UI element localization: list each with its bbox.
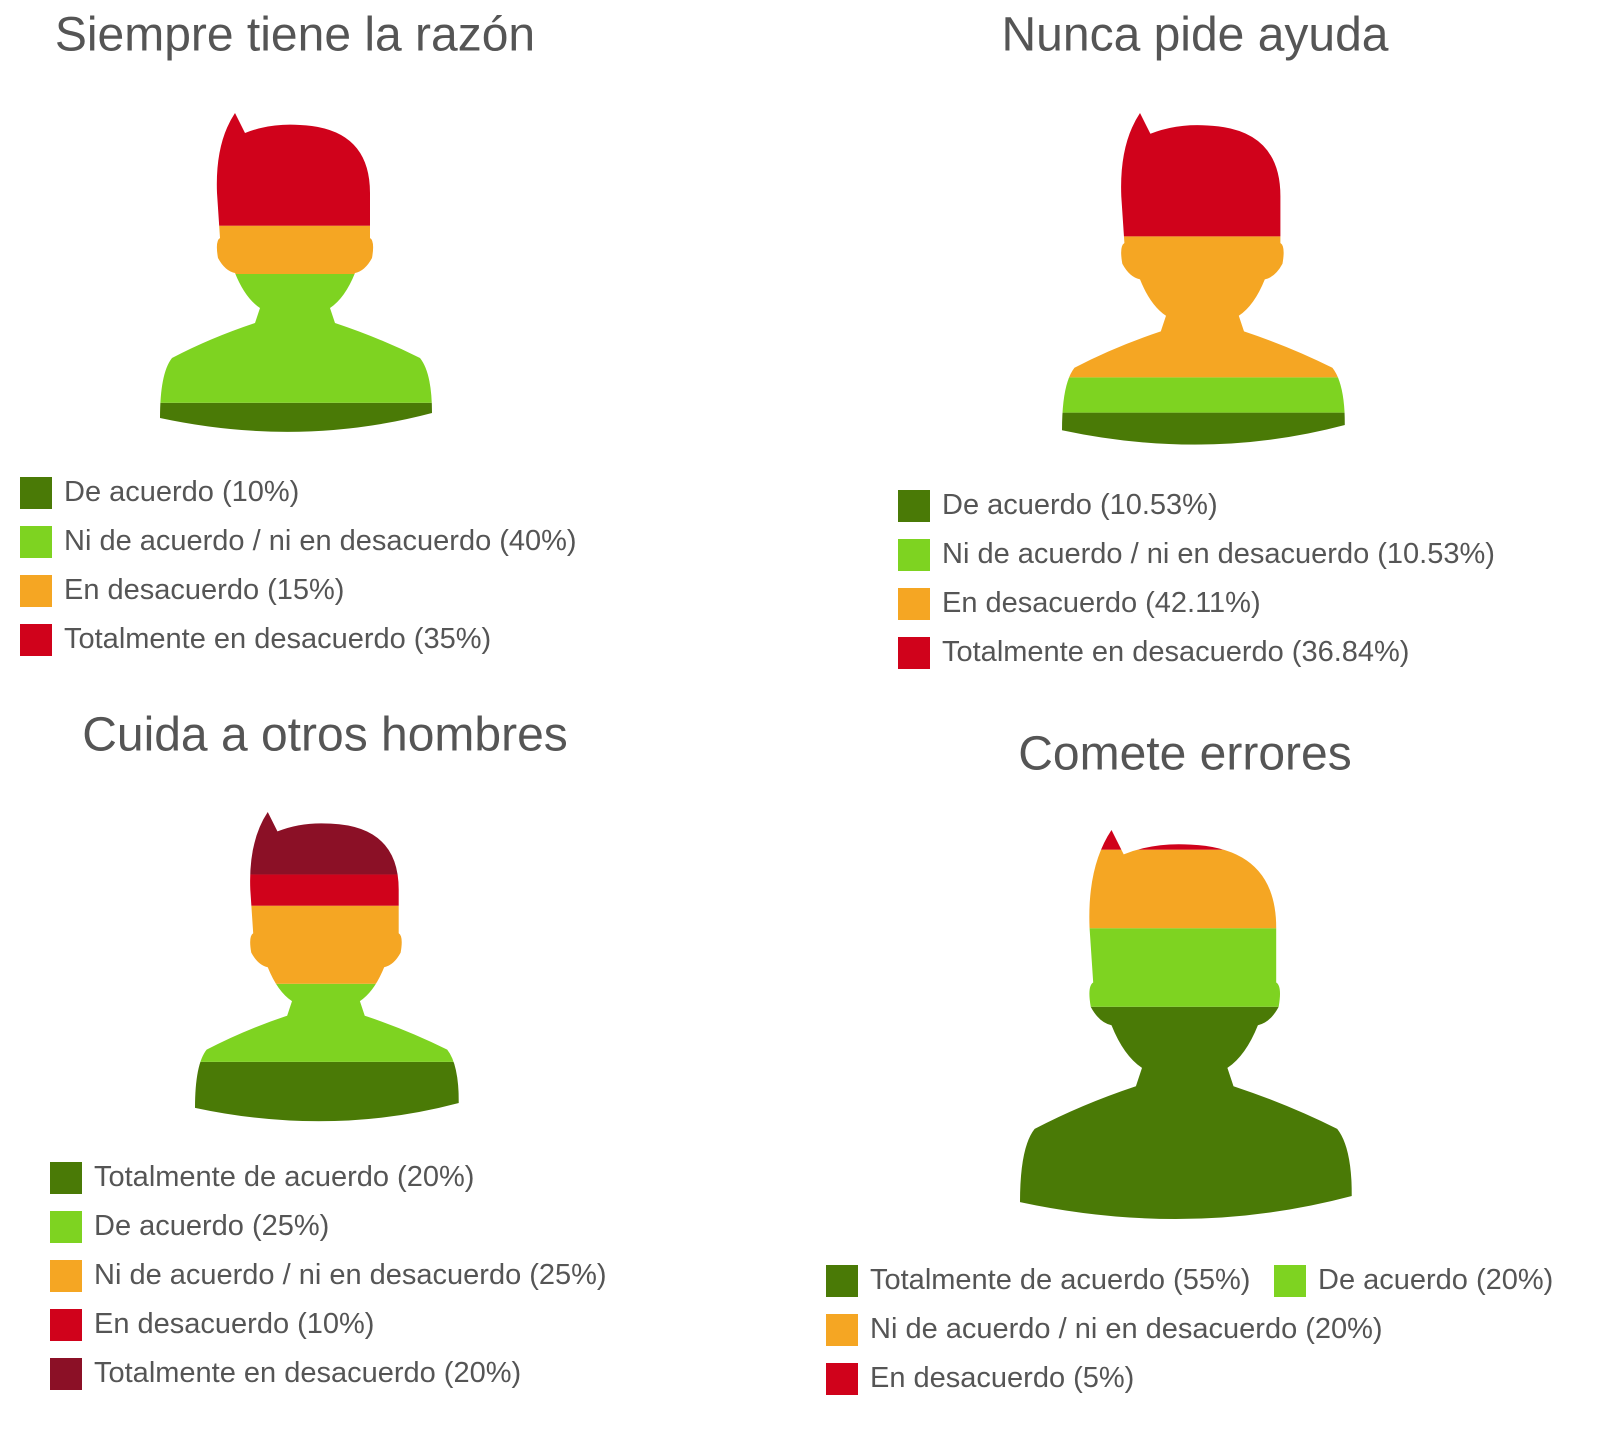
legend-category: Totalmente en desacuerdo (64, 623, 406, 655)
legend-category: De acuerdo (1318, 1264, 1468, 1296)
legend-swatch (50, 1358, 82, 1390)
segment (160, 113, 432, 226)
segment (195, 1061, 459, 1122)
legend-category: Totalmente en desacuerdo (942, 636, 1284, 668)
legend-value: (10.53%) (1100, 489, 1218, 521)
legend-category: Ni de acuerdo / ni en desacuerdo (64, 525, 491, 557)
fill-group (1020, 830, 1352, 1219)
legend-swatch (898, 490, 930, 522)
segment (1062, 236, 1345, 378)
legend-label: En desacuerdo (15%) (64, 574, 344, 606)
legend-swatch (20, 526, 52, 558)
legend-category: En desacuerdo (942, 587, 1137, 619)
legend-value: (5%) (1073, 1362, 1134, 1394)
legend-category: De acuerdo (94, 1210, 244, 1242)
legend-value: (25%) (252, 1210, 329, 1242)
legend-label: En desacuerdo (42.11%) (942, 587, 1261, 619)
legend-swatch (826, 1265, 858, 1297)
legend-value: (20%) (397, 1161, 474, 1193)
legend-category: De acuerdo (64, 476, 214, 508)
legend-category: Totalmente en desacuerdo (94, 1357, 436, 1389)
legend-swatch (50, 1162, 82, 1194)
legend-label: Ni de acuerdo / ni en desacuerdo (10.53%) (942, 538, 1495, 570)
segment (195, 983, 459, 1062)
legend-category: Ni de acuerdo / ni en desacuerdo (870, 1313, 1297, 1345)
pictogram (195, 812, 459, 1122)
legend-swatch (826, 1363, 858, 1395)
pictogram (160, 113, 432, 432)
segment (1062, 412, 1345, 445)
segment (160, 402, 432, 432)
legend-swatch (50, 1260, 82, 1292)
fill-group (160, 113, 432, 432)
legend-value: (42.11%) (1145, 587, 1261, 619)
legend-swatch (898, 588, 930, 620)
legend-label: Totalmente de acuerdo (20%) (94, 1161, 474, 1193)
chart-title: Comete errores (1018, 728, 1351, 781)
fill-group (195, 812, 459, 1122)
chart-title: Siempre tiene la razón (55, 9, 535, 62)
pictogram (1062, 113, 1345, 445)
legend-swatch (50, 1309, 82, 1341)
segment (1020, 849, 1352, 929)
legend-label: En desacuerdo (10%) (94, 1308, 374, 1340)
legend-label: Ni de acuerdo / ni en desacuerdo (20%) (870, 1313, 1383, 1345)
legend-label: Totalmente en desacuerdo (36.84%) (942, 636, 1409, 668)
legend-swatch (1274, 1265, 1306, 1297)
legend-label: Totalmente en desacuerdo (35%) (64, 623, 491, 655)
legend-value: (35%) (414, 623, 491, 655)
legend-value: (15%) (267, 574, 344, 606)
legend-value: (25%) (529, 1259, 606, 1291)
legend-label: Ni de acuerdo / ni en desacuerdo (25%) (94, 1259, 607, 1291)
segment (1062, 377, 1345, 413)
legend-value: (10%) (297, 1308, 374, 1340)
legend-label: Totalmente en desacuerdo (20%) (94, 1357, 521, 1389)
legend-swatch (826, 1314, 858, 1346)
legend-swatch (20, 575, 52, 607)
chart-title: Cuida a otros hombres (82, 709, 568, 762)
chart-title: Nunca pide ayuda (1002, 9, 1389, 62)
segment (1020, 928, 1352, 1007)
legend-label: En desacuerdo (5%) (870, 1362, 1134, 1394)
segment (1062, 113, 1345, 237)
segment (1020, 830, 1352, 850)
legend-category: En desacuerdo (94, 1308, 289, 1340)
legend-label: De acuerdo (10.53%) (942, 489, 1218, 521)
legend-value: (40%) (499, 525, 576, 557)
legend-value: (20%) (1476, 1264, 1553, 1296)
segment (160, 225, 432, 274)
legend-value: (10.53%) (1377, 538, 1495, 570)
legend-swatch (20, 477, 52, 509)
legend-value: (20%) (1305, 1313, 1382, 1345)
legend-category: Totalmente de acuerdo (94, 1161, 389, 1193)
segment (160, 274, 432, 403)
legend-category: En desacuerdo (870, 1362, 1065, 1394)
legend-label: De acuerdo (25%) (94, 1210, 329, 1242)
legend-value: (55%) (1173, 1264, 1250, 1296)
segment (1020, 1006, 1352, 1219)
fill-group (1062, 113, 1345, 445)
legend-category: Totalmente de acuerdo (870, 1264, 1165, 1296)
segment (195, 874, 459, 906)
legend-label: De acuerdo (10%) (64, 476, 299, 508)
legend-category: En desacuerdo (64, 574, 259, 606)
legend-swatch (50, 1211, 82, 1243)
segment (195, 905, 459, 984)
legend-category: De acuerdo (942, 489, 1092, 521)
segment (195, 812, 459, 875)
legend-value: (36.84%) (1292, 636, 1410, 668)
legend-value: (20%) (444, 1357, 521, 1389)
legend-swatch (898, 637, 930, 669)
pictogram (1020, 830, 1352, 1219)
legend-swatch (898, 539, 930, 571)
legend-label: Ni de acuerdo / ni en desacuerdo (40%) (64, 525, 577, 557)
legend-value: (10%) (222, 476, 299, 508)
legend-label: De acuerdo (20%) (1318, 1264, 1553, 1296)
legend-category: Ni de acuerdo / ni en desacuerdo (94, 1259, 521, 1291)
legend-swatch (20, 624, 52, 656)
legend-category: Ni de acuerdo / ni en desacuerdo (942, 538, 1369, 570)
legend-label: Totalmente de acuerdo (55%) (870, 1264, 1250, 1296)
